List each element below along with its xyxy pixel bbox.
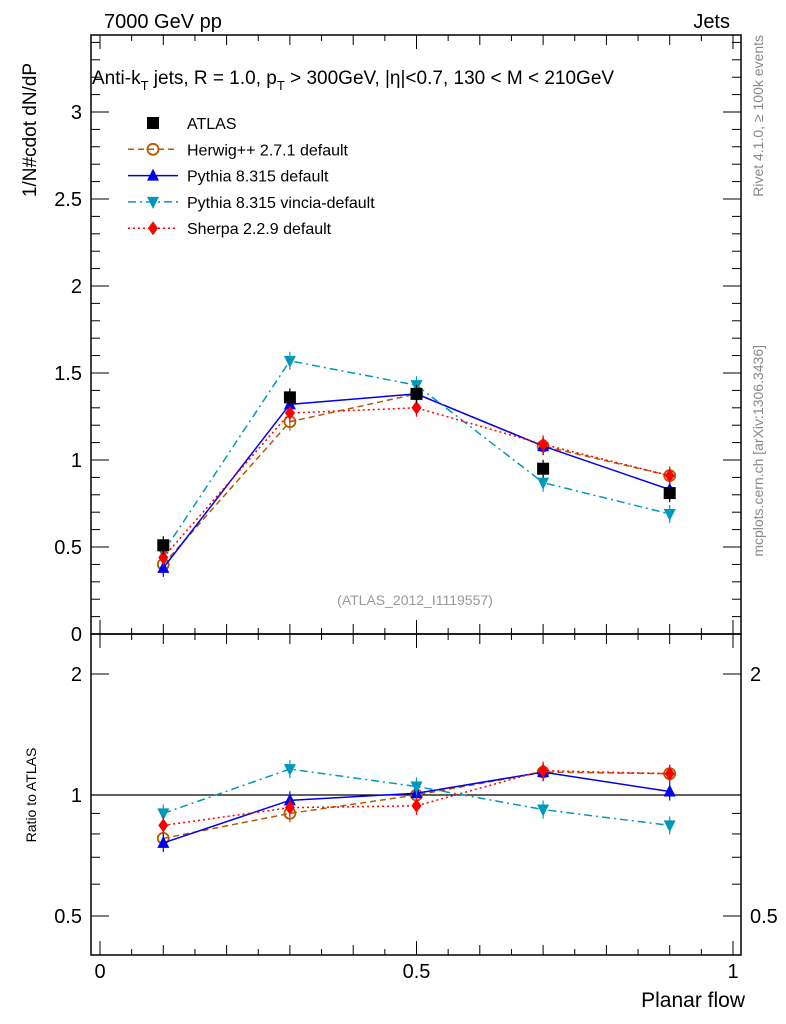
x-tick-label: 0.5 [403, 961, 431, 983]
ratio-series-2-point [410, 781, 423, 794]
main-series-3-point [283, 355, 296, 368]
legend-entry: Herwig++ 2.7.1 default [128, 142, 349, 159]
y-tick-label: 0 [71, 624, 82, 646]
legend-entry: Pythia 8.315 default [128, 168, 329, 186]
x-tick-label: 1 [727, 961, 738, 983]
main-series-1-line [162, 393, 670, 565]
ratio-series-2-point [157, 808, 170, 821]
main-series-4-point [284, 406, 295, 421]
main-series-3-line [162, 359, 670, 553]
ratio-y-tick-label: 1 [71, 785, 82, 807]
legend-label: Herwig++ 2.7.1 default [187, 142, 349, 159]
main-series-4-point [158, 550, 169, 565]
legend-marker [148, 221, 158, 236]
main-series-4-point [538, 437, 549, 452]
ratio-series-2-point [537, 804, 550, 817]
main-series-4 [158, 398, 675, 567]
ratio-series-1-point [663, 784, 676, 797]
main-series-0-point [537, 462, 550, 475]
ratio-series-3-point [284, 800, 295, 815]
main-series-0-point [663, 487, 676, 500]
analysis-watermark: (ATLAS_2012_I1119557) [337, 592, 493, 608]
ratio-series-3-point [158, 818, 169, 833]
ratio-ylabel: Ratio to ATLAS [23, 748, 39, 843]
y-tick-label: 2 [71, 276, 82, 298]
legend-entry: Sherpa 2.2.9 default [128, 221, 332, 238]
ratio-y-tick-label-right: 0.5 [750, 906, 778, 928]
main-series-3-point [663, 508, 676, 521]
main-series-4-point [411, 400, 422, 415]
main-series-4-point [664, 468, 675, 483]
rivet-label: Rivet 4.1.0, ≥ 100k events [750, 35, 766, 197]
main-series-0 [157, 384, 676, 555]
mcplots-label: mcplots.cern.ch [arXiv:1306.3436] [750, 345, 766, 557]
legend-marker [147, 168, 159, 181]
ratio-series-3-point [664, 766, 675, 781]
legend-entry: Pythia 8.315 vincia-default [128, 195, 375, 212]
legend-label: Pythia 8.315 vincia-default [187, 195, 375, 212]
ratio-y-tick-label: 2 [71, 664, 82, 686]
main-series-2-line [162, 393, 670, 569]
y-tick-label: 2.5 [54, 189, 82, 211]
xlabel: Planar flow [641, 989, 746, 1012]
ratio-series-1-point [157, 835, 170, 848]
main-series-0-point [157, 539, 170, 552]
x-tick-label: 0 [94, 961, 105, 983]
main-series-3-point [537, 477, 550, 490]
ratio-series-2-point [283, 764, 296, 777]
main-series-3 [157, 351, 676, 562]
legend-marker [147, 196, 159, 209]
legend-label: Pythia 8.315 default [187, 169, 329, 186]
ratio-series-3 [158, 761, 675, 835]
ratio-series-2-line [163, 768, 670, 827]
legend-label: Sherpa 2.2.9 default [187, 221, 332, 238]
ratio-series-3-point [538, 763, 549, 778]
y-tick-label: 0.5 [54, 537, 82, 559]
main-series-2-point [157, 560, 170, 573]
header-left: 7000 GeV pp [104, 11, 222, 33]
header-right: Jets [693, 11, 730, 33]
legend-label: ATLAS [187, 116, 237, 133]
y-tick-label: 3 [71, 102, 82, 124]
y-tick-label: 1.5 [54, 363, 82, 385]
ratio-y-tick-label-right: 2 [750, 664, 761, 686]
legend-marker [147, 117, 159, 129]
y-tick-label: 1 [71, 450, 82, 472]
main-series-4-line [162, 407, 670, 558]
legend-marker [146, 142, 160, 156]
main-series-0-point [283, 391, 296, 404]
ratio-series-2-point [663, 820, 676, 833]
main-series-0-point [410, 387, 423, 400]
legend-entry: ATLAS [147, 116, 237, 133]
ratio-series-3-point [411, 798, 422, 813]
main-title: Anti-kT jets, R = 1.0, pT > 300GeV, |η|<… [92, 68, 614, 93]
main-ylabel: 1/N#cdot dN/dP [20, 63, 41, 197]
ratio-series-3-line [163, 769, 670, 827]
ratio-y-tick-label: 0.5 [54, 906, 82, 928]
